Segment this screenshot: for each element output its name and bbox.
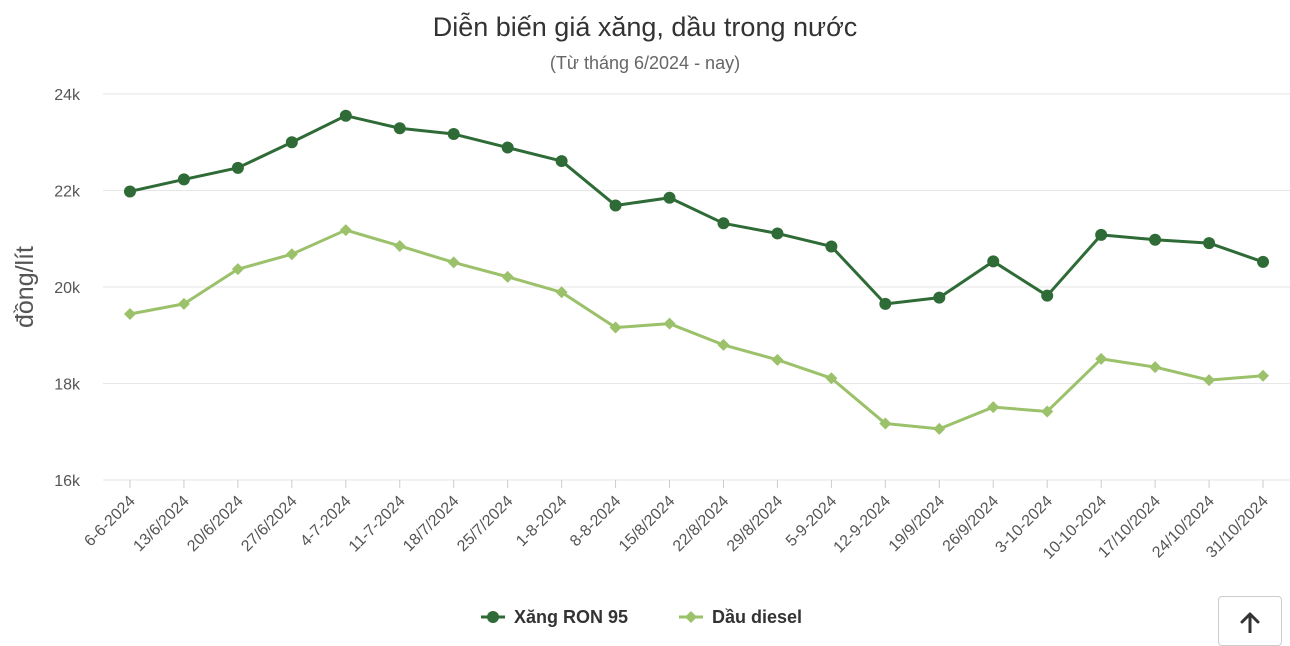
data-point[interactable]	[393, 122, 406, 135]
data-point[interactable]	[285, 248, 298, 261]
data-point[interactable]	[717, 217, 730, 230]
x-tick-label: 25/7/2024	[454, 493, 516, 555]
data-point[interactable]	[1041, 405, 1054, 418]
data-point[interactable]	[1149, 233, 1162, 246]
data-point[interactable]	[663, 317, 676, 330]
y-tick-label: 16k	[54, 473, 81, 490]
legend-label: Dầu diesel	[712, 607, 802, 627]
data-point[interactable]	[447, 256, 460, 269]
series-lines	[123, 109, 1270, 435]
data-point[interactable]	[231, 161, 244, 174]
legend-item[interactable]: Dầu diesel	[679, 607, 802, 627]
y-axis-ticks: 16k 18k 20k 22k 24k	[54, 87, 81, 490]
data-point[interactable]	[717, 338, 730, 351]
x-tick-label: 8-8-2024	[567, 493, 624, 550]
data-point[interactable]	[1257, 369, 1270, 382]
data-point[interactable]	[231, 263, 244, 276]
x-tick-label: 5-9-2024	[783, 493, 840, 550]
y-axis-label: đồng/lít	[11, 246, 39, 328]
data-point[interactable]	[825, 240, 838, 253]
x-tick-label: 6-6-2024	[81, 493, 138, 550]
data-point[interactable]	[177, 173, 190, 186]
data-point[interactable]	[177, 297, 190, 310]
data-point[interactable]	[1041, 289, 1054, 302]
x-tick-label: 20/6/2024	[184, 493, 246, 555]
x-tick-label: 15/8/2024	[616, 493, 678, 555]
data-point[interactable]	[987, 401, 1000, 414]
grid-lines	[103, 93, 1290, 481]
x-tick-label: 13/6/2024	[130, 493, 192, 555]
arrow-up-icon	[1240, 612, 1260, 633]
legend-marker	[487, 611, 499, 623]
x-tick-label: 1-8-2024	[513, 493, 570, 550]
data-point[interactable]	[1203, 374, 1216, 387]
y-tick-label: 18k	[54, 377, 81, 394]
data-point[interactable]	[339, 109, 352, 122]
x-tick-label: 18/7/2024	[400, 493, 462, 555]
data-point[interactable]	[879, 297, 892, 310]
x-tick-label: 29/8/2024	[724, 493, 786, 555]
data-point[interactable]	[933, 291, 946, 304]
x-tick-label: 4-7-2024	[297, 493, 354, 550]
y-tick-label: 22k	[54, 184, 81, 201]
data-point[interactable]	[825, 372, 838, 385]
data-point[interactable]	[771, 227, 784, 240]
data-point[interactable]	[285, 136, 298, 149]
y-tick-label: 20k	[54, 280, 81, 297]
x-tick-label: 11-7-2024	[346, 493, 409, 556]
x-tick-label: 22/8/2024	[670, 493, 732, 555]
series-line	[129, 228, 1264, 431]
y-tick-label: 24k	[54, 87, 81, 104]
data-point[interactable]	[1149, 361, 1162, 374]
x-axis-ticks: 6-6-202413/6/202420/6/202427/6/20244-7-2…	[81, 480, 1272, 563]
data-point[interactable]	[501, 270, 514, 283]
chart-title: Diễn biến giá xăng, dầu trong nước	[433, 11, 858, 42]
series-line	[129, 114, 1264, 306]
legend-marker	[685, 611, 697, 623]
data-point[interactable]	[447, 128, 460, 141]
data-point[interactable]	[933, 422, 946, 435]
x-tick-label: 27/6/2024	[238, 493, 300, 555]
legend-item[interactable]: Xăng RON 95	[481, 607, 628, 627]
data-point[interactable]	[987, 255, 1000, 268]
data-point[interactable]	[663, 191, 676, 204]
data-point[interactable]	[879, 417, 892, 430]
data-point[interactable]	[1095, 228, 1108, 241]
data-point[interactable]	[1095, 352, 1108, 365]
scroll-to-top-button[interactable]	[1218, 596, 1282, 646]
data-point[interactable]	[123, 185, 136, 198]
data-point[interactable]	[555, 286, 568, 299]
data-point[interactable]	[609, 321, 622, 334]
x-tick-label: 19/9/2024	[886, 493, 948, 555]
data-point[interactable]	[771, 353, 784, 366]
data-point[interactable]	[501, 141, 514, 154]
data-point[interactable]	[123, 308, 136, 321]
data-point[interactable]	[555, 155, 568, 168]
legend-label: Xăng RON 95	[514, 607, 628, 627]
data-point[interactable]	[1257, 255, 1270, 268]
data-point[interactable]	[609, 199, 622, 212]
data-point[interactable]	[393, 239, 406, 252]
x-tick-label: 12-9-2024	[831, 493, 895, 557]
series-diesel	[123, 224, 1270, 435]
chart-subtitle: (Từ tháng 6/2024 - nay)	[550, 53, 740, 73]
data-point[interactable]	[1203, 237, 1216, 250]
legend[interactable]: Xăng RON 95 Dầu diesel	[481, 607, 802, 627]
data-point[interactable]	[339, 224, 352, 237]
series-ron95	[123, 109, 1270, 310]
